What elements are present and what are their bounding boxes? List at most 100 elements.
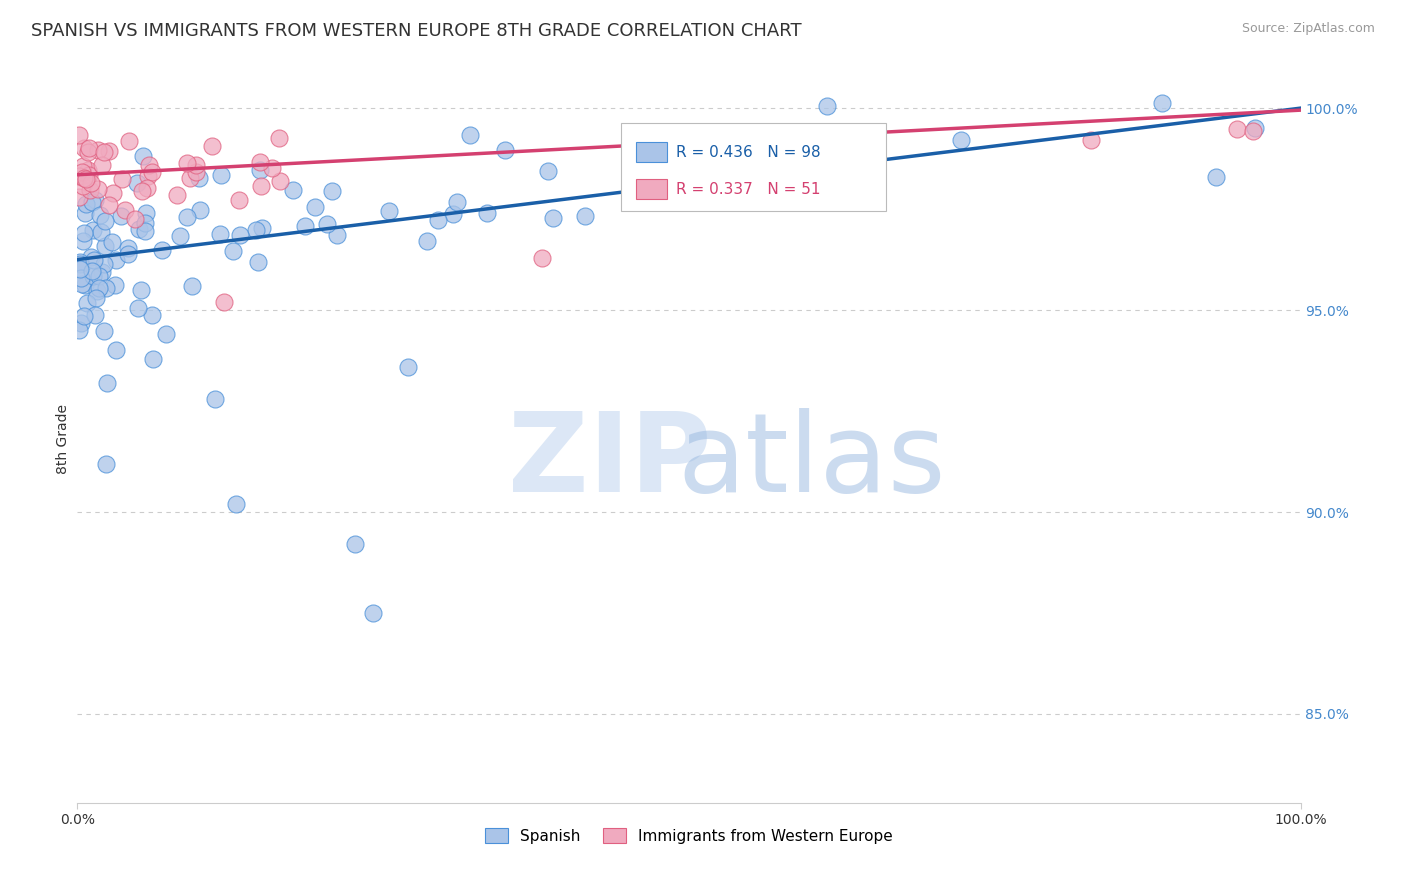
Point — [260, 161, 283, 176]
Point — [82, 223, 104, 237]
Point — [228, 194, 250, 208]
Point — [574, 209, 596, 223]
Text: R = 0.436   N = 98: R = 0.436 N = 98 — [676, 145, 820, 160]
Point — [169, 228, 191, 243]
Point — [427, 213, 450, 227]
Point — [75, 171, 97, 186]
Point — [245, 222, 267, 236]
Text: R = 0.337   N = 51: R = 0.337 N = 51 — [676, 182, 820, 197]
Point — [73, 226, 96, 240]
Point — [815, 99, 838, 113]
Point — [75, 196, 97, 211]
Point — [101, 186, 124, 200]
Point — [700, 171, 723, 186]
Point — [475, 206, 498, 220]
Point — [86, 182, 108, 196]
Point — [110, 209, 132, 223]
Point — [128, 222, 150, 236]
Point — [93, 257, 115, 271]
Point — [83, 253, 105, 268]
Point — [396, 359, 419, 374]
Point — [1226, 121, 1249, 136]
Point — [249, 154, 271, 169]
Point — [179, 170, 201, 185]
Point — [321, 184, 343, 198]
Point — [80, 176, 103, 190]
Point — [86, 284, 108, 298]
Point — [304, 200, 326, 214]
Point — [118, 134, 141, 148]
Point — [70, 277, 93, 292]
Point — [77, 141, 100, 155]
Point — [142, 351, 165, 366]
Point — [73, 309, 96, 323]
Point — [97, 198, 120, 212]
Point — [134, 224, 156, 238]
Point — [83, 193, 105, 207]
Point — [138, 158, 160, 172]
Point — [104, 252, 127, 267]
Point — [294, 219, 316, 233]
Point — [67, 189, 90, 203]
Point — [229, 228, 252, 243]
Point — [326, 227, 349, 242]
Point — [343, 537, 366, 551]
Point — [494, 143, 516, 157]
Point — [91, 264, 114, 278]
Point — [72, 234, 94, 248]
Point — [76, 296, 98, 310]
Point — [72, 160, 94, 174]
Point — [110, 172, 132, 186]
Point — [89, 268, 111, 283]
Point — [124, 212, 146, 227]
Point — [97, 144, 120, 158]
Text: Source: ZipAtlas.com: Source: ZipAtlas.com — [1241, 22, 1375, 36]
Point — [90, 158, 112, 172]
Point — [204, 392, 226, 406]
Point — [104, 278, 127, 293]
Point — [69, 255, 91, 269]
Point — [72, 178, 94, 193]
Text: SPANISH VS IMMIGRANTS FROM WESTERN EUROPE 8TH GRADE CORRELATION CHART: SPANISH VS IMMIGRANTS FROM WESTERN EUROP… — [31, 22, 801, 40]
Point — [69, 257, 91, 271]
Point — [73, 141, 96, 155]
Point — [135, 205, 157, 219]
Point — [84, 292, 107, 306]
Point — [212, 295, 235, 310]
Point — [93, 324, 115, 338]
Point — [94, 281, 117, 295]
Point — [75, 206, 97, 220]
Point — [129, 283, 152, 297]
Point — [79, 183, 101, 197]
Point — [1150, 95, 1173, 110]
Point — [73, 170, 96, 185]
Point — [101, 235, 124, 249]
Point — [796, 146, 818, 161]
Legend: Spanish, Immigrants from Western Europe: Spanish, Immigrants from Western Europe — [478, 822, 900, 850]
Point — [84, 308, 107, 322]
Point — [378, 203, 401, 218]
Point — [90, 225, 112, 239]
Point — [114, 203, 136, 218]
Point — [225, 497, 247, 511]
Point — [541, 211, 564, 225]
Point — [460, 128, 482, 142]
Point — [531, 251, 554, 265]
Point — [105, 343, 128, 358]
Point — [136, 169, 159, 183]
Point — [186, 158, 208, 172]
Point — [69, 271, 91, 285]
Point — [1205, 169, 1227, 184]
Point — [87, 281, 110, 295]
Point — [1241, 124, 1264, 138]
Point — [180, 278, 202, 293]
Point — [132, 149, 155, 163]
Point — [267, 131, 290, 145]
Point — [703, 148, 725, 162]
Point — [70, 165, 93, 179]
Point — [209, 168, 232, 182]
Point — [77, 168, 100, 182]
Point — [269, 174, 291, 188]
Point — [281, 183, 304, 197]
Point — [717, 172, 740, 186]
